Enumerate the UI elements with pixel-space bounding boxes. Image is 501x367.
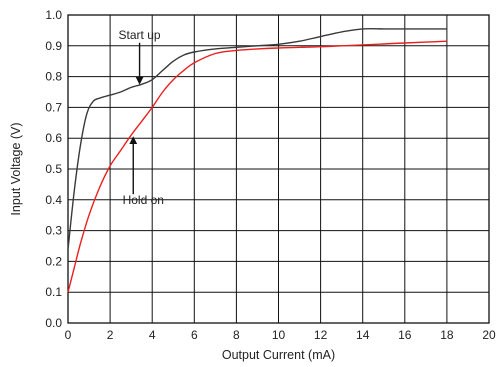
x-axis-label: Output Current (mA)	[222, 348, 335, 362]
y-tick-label: 0.1	[45, 285, 62, 299]
x-tick-label: 10	[272, 328, 286, 342]
y-tick-label: 0.9	[45, 39, 62, 53]
y-tick-label: 0.4	[45, 193, 62, 207]
y-tick-label: 0.8	[45, 70, 62, 84]
x-tick-label: 18	[440, 328, 454, 342]
x-tick-label: 14	[356, 328, 370, 342]
annotation-label: Start up	[119, 28, 161, 42]
y-tick-label: 0.2	[45, 254, 62, 268]
x-tick-label: 6	[191, 328, 198, 342]
x-tick-label: 16	[398, 328, 412, 342]
y-axis-label: Input Voltage (V)	[9, 122, 23, 215]
y-tick-label: 0.7	[45, 100, 62, 114]
plot-frame	[67, 14, 490, 324]
x-tick-label: 2	[107, 328, 114, 342]
y-tick-label: 0.3	[45, 224, 62, 238]
x-axis-ticks: 0 2 4 6 8 10 12 14 16 18 20	[65, 328, 496, 342]
series-line-1	[67, 27, 447, 250]
grid	[67, 14, 490, 324]
series-group	[67, 27, 447, 293]
x-tick-label: 8	[233, 328, 240, 342]
series-line-2	[67, 40, 447, 293]
y-tick-label: 0.0	[45, 316, 62, 330]
annotation-label: Hold on	[123, 193, 164, 207]
y-tick-label: 0.5	[45, 162, 62, 176]
y-axis-ticks: 0.0 0.1 0.2 0.3 0.4 0.5 0.6 0.7 0.8 0.9 1.0	[45, 8, 62, 330]
x-tick-label: 20	[482, 328, 496, 342]
x-tick-label: 0	[65, 328, 72, 342]
y-tick-label: 0.6	[45, 131, 62, 145]
y-tick-label: 1.0	[45, 8, 62, 22]
x-tick-label: 12	[314, 328, 328, 342]
annotations: Start up Hold on	[119, 28, 164, 207]
x-tick-label: 4	[149, 328, 156, 342]
